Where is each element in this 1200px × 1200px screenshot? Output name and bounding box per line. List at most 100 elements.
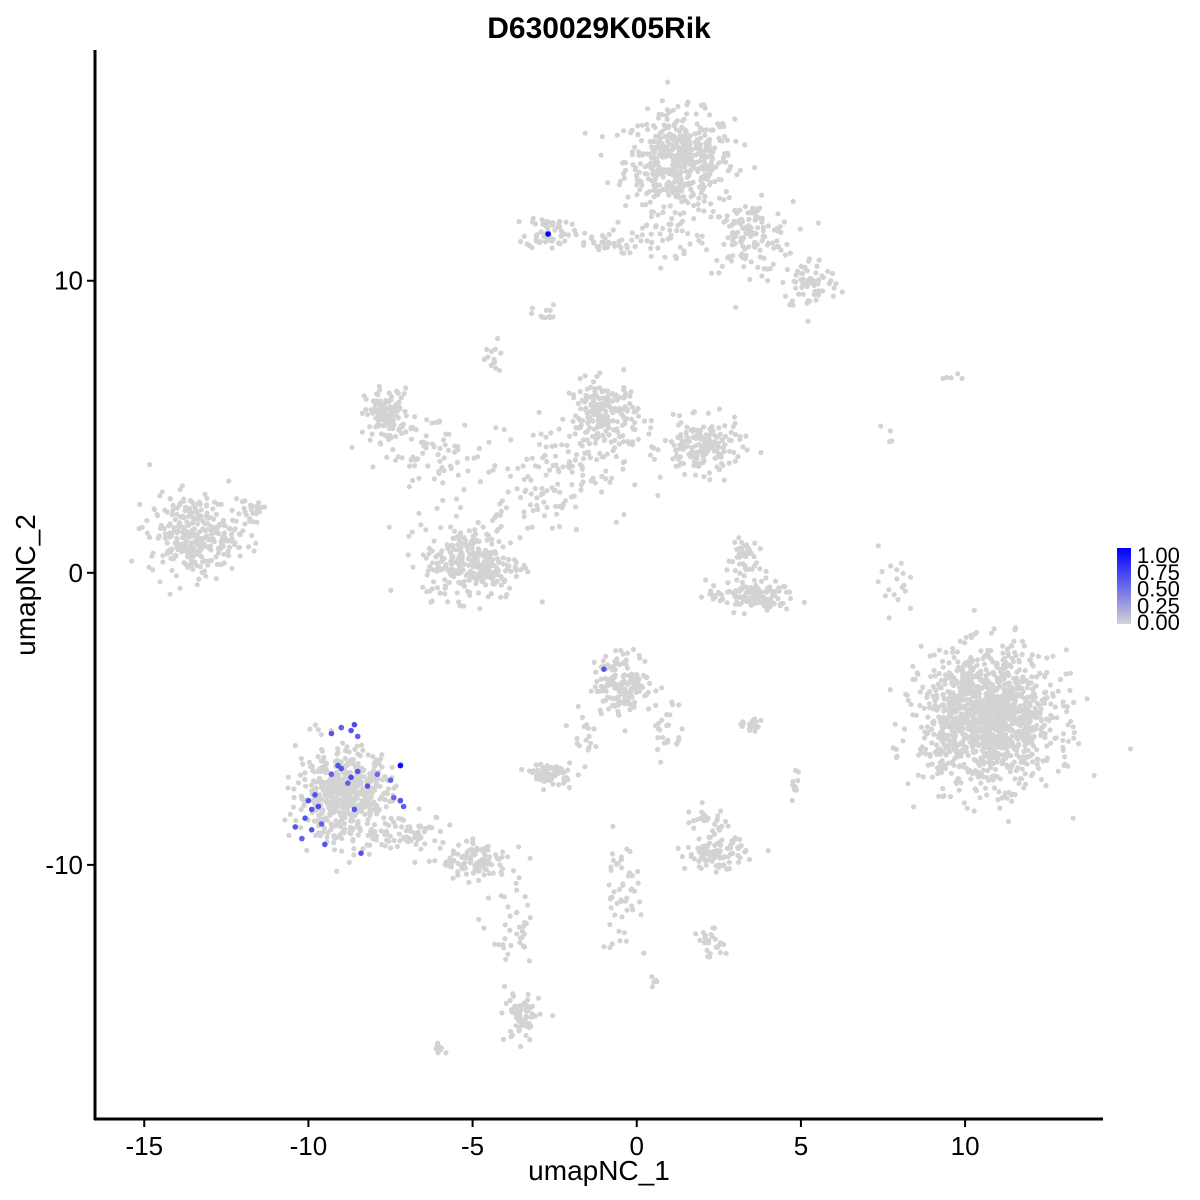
cell-point — [623, 938, 630, 944]
cell-point — [1008, 792, 1015, 798]
cell-point — [1070, 815, 1076, 821]
cell-point — [627, 848, 633, 855]
cell-point — [622, 728, 628, 734]
cell-point — [721, 197, 727, 203]
cell-point — [352, 746, 358, 753]
cell-point — [647, 199, 653, 205]
cell-point — [687, 133, 693, 139]
cell-point — [550, 463, 556, 469]
cell-point — [175, 528, 181, 535]
cell-point — [1021, 643, 1027, 649]
cell-point — [1024, 685, 1030, 691]
cell-point — [987, 680, 993, 687]
cell-point — [929, 740, 935, 746]
cell-point — [1044, 755, 1050, 761]
cell-point — [770, 240, 776, 246]
cell-point — [941, 708, 947, 714]
cell-point — [408, 436, 415, 442]
cell-point — [609, 475, 615, 481]
cell-point — [477, 479, 483, 485]
cell-point — [489, 541, 495, 547]
cell-point — [342, 755, 348, 762]
cell-point — [215, 550, 222, 556]
cell-point — [637, 187, 643, 193]
cell-point — [613, 861, 620, 867]
cell-point — [525, 902, 531, 908]
cell-point — [654, 192, 660, 198]
cell-point — [621, 367, 627, 373]
cell-point — [932, 749, 938, 756]
cell-point — [652, 224, 659, 230]
cell-point — [376, 383, 382, 389]
cell-point — [1048, 701, 1054, 707]
cell-point — [370, 398, 376, 404]
cell-point — [660, 225, 666, 231]
cell-point — [1042, 696, 1048, 702]
cell-point — [1006, 685, 1012, 692]
cell-point — [648, 231, 654, 237]
cell-point — [519, 934, 525, 941]
cell-point — [523, 1015, 530, 1021]
cell-point — [723, 189, 729, 195]
cell-point — [675, 103, 681, 110]
cell-point — [931, 721, 937, 727]
cell-point — [746, 856, 753, 863]
cell-point — [520, 463, 526, 469]
cell-point — [682, 865, 688, 872]
cell-point — [971, 756, 977, 763]
cell-point — [681, 194, 687, 200]
cell-point — [828, 278, 834, 284]
cell-point — [570, 418, 576, 425]
cell-point — [1060, 703, 1067, 709]
cell-point — [401, 817, 407, 823]
cell-point — [374, 811, 380, 817]
cell-point — [181, 548, 187, 554]
cell-point — [539, 599, 545, 605]
cell-point — [948, 770, 954, 776]
cell-point — [927, 753, 933, 759]
cell-point — [703, 154, 709, 160]
cell-point — [498, 508, 504, 514]
cell-point — [984, 792, 990, 798]
cell-point — [580, 456, 587, 462]
cell-point — [598, 152, 604, 158]
cell-point — [678, 460, 684, 466]
cell-point — [505, 904, 511, 910]
cell-point — [364, 842, 370, 848]
cell-point — [651, 162, 657, 168]
cell-point — [708, 931, 714, 938]
cell-point — [946, 660, 952, 666]
cell-point — [759, 273, 765, 279]
cell-point — [984, 775, 990, 781]
cell-point — [517, 1011, 523, 1018]
cell-point — [622, 659, 628, 665]
cell-point — [605, 677, 611, 684]
cell-point — [578, 487, 584, 493]
cell-point — [472, 527, 478, 533]
cell-point — [200, 526, 206, 532]
cell-point — [377, 406, 383, 412]
cell-point — [367, 437, 373, 443]
cell-point — [1020, 734, 1026, 740]
cell-point — [981, 767, 987, 773]
cell-point — [378, 401, 384, 407]
cell-point — [753, 214, 759, 220]
cell-point — [527, 1037, 533, 1043]
cell-point — [324, 834, 330, 840]
cell-point — [747, 276, 753, 282]
cell-point — [450, 848, 456, 854]
cell-point — [518, 1006, 524, 1012]
cell-point — [1004, 795, 1010, 801]
cell-point — [973, 788, 980, 794]
cell-point — [886, 587, 892, 593]
cell-point — [594, 688, 600, 695]
cell-point — [707, 179, 714, 185]
cell-point — [782, 293, 789, 299]
cell-point — [725, 589, 731, 595]
cell-point — [638, 912, 644, 918]
cell-point — [553, 503, 559, 509]
cell-point — [466, 528, 472, 534]
cell-point — [806, 256, 813, 262]
cell-point — [729, 242, 735, 248]
cell-point — [616, 886, 623, 893]
